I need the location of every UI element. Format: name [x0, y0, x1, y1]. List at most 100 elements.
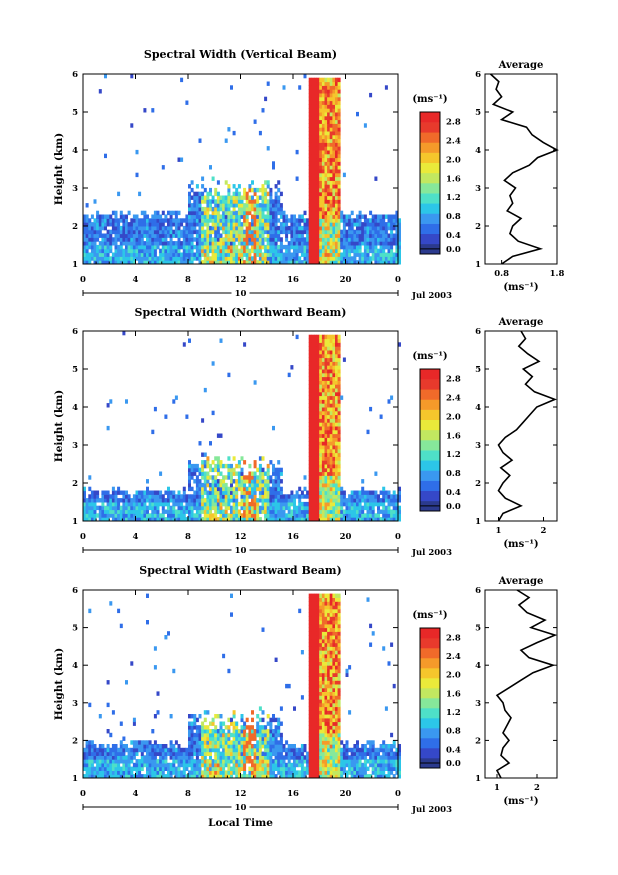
- heatmap-cell: [348, 237, 352, 242]
- profile-line: [497, 330, 557, 522]
- heatmap-cell: [290, 747, 294, 753]
- heatmap-cell: [219, 256, 223, 261]
- heatmap-cell: [287, 683, 291, 689]
- heatmap-cell: [264, 479, 268, 484]
- heatmap-cell: [261, 486, 265, 492]
- heatmap-cell: [222, 653, 226, 659]
- heatmap-cell: [245, 736, 249, 741]
- heatmap-cell: [216, 210, 220, 216]
- heatmap-cell: [201, 206, 205, 212]
- heatmap-cell: [219, 260, 223, 265]
- heatmap-cell: [308, 180, 312, 185]
- heatmap-cell: [324, 77, 328, 83]
- heatmap-cell: [274, 184, 278, 189]
- heatmap-cell: [308, 184, 312, 189]
- heatmap-cell: [361, 486, 365, 492]
- heatmap-cell: [190, 222, 194, 227]
- heatmap-cell: [266, 191, 270, 197]
- heatmap-cell: [387, 260, 391, 265]
- heatmap-cell: [261, 206, 265, 212]
- heatmap-cell: [308, 372, 312, 378]
- heatmap-cell: [311, 513, 315, 518]
- heatmap-cell: [188, 740, 191, 745]
- heatmap-cell: [290, 222, 294, 227]
- heatmap-cell: [256, 714, 260, 719]
- heatmap-cell: [269, 755, 273, 760]
- heatmap-cell: [398, 222, 401, 227]
- heatmap-cell: [230, 490, 233, 495]
- heatmap-cell: [188, 237, 191, 242]
- heatmap-cell: [164, 214, 168, 219]
- heatmap-cell: [190, 736, 194, 741]
- heatmap-cell: [251, 498, 254, 503]
- heatmap-cell: [258, 260, 262, 265]
- heatmap-cell: [314, 203, 317, 208]
- heatmap-cell: [258, 214, 262, 219]
- heatmap-cell: [308, 142, 312, 147]
- heatmap-cell: [327, 334, 331, 340]
- heatmap-cell: [101, 252, 105, 257]
- heatmap-cell: [348, 248, 352, 254]
- heatmap-cell: [308, 100, 312, 105]
- heatmap-cell: [282, 85, 286, 90]
- heatmap-cell: [256, 222, 260, 227]
- heatmap-cell: [314, 395, 317, 400]
- heatmap-cell: [230, 203, 233, 208]
- heatmap-cell: [188, 762, 191, 768]
- heatmap-cell: [88, 237, 92, 242]
- heatmap-cell: [230, 225, 233, 231]
- heatmap-cell: [314, 425, 317, 431]
- heatmap-cell: [311, 146, 315, 151]
- heatmap-cell: [224, 241, 228, 246]
- heatmap-cell: [201, 486, 205, 492]
- heatmap-cell: [324, 172, 328, 178]
- heatmap-cell: [287, 501, 291, 507]
- heatmap-cell: [119, 237, 123, 242]
- heatmap-cell: [314, 346, 317, 351]
- heatmap-cell: [206, 494, 210, 499]
- heatmap-cell: [203, 732, 207, 738]
- heatmap-cell: [222, 486, 226, 492]
- heatmap-cell: [232, 751, 236, 756]
- heatmap-cell: [248, 517, 252, 522]
- heatmap-cell: [172, 210, 176, 216]
- heatmap-cell: [377, 498, 380, 503]
- heatmap-cell: [248, 747, 252, 753]
- heatmap-cell: [251, 479, 254, 484]
- heatmap-cell: [195, 237, 199, 242]
- heatmap-cell: [327, 486, 331, 492]
- heatmap-cell: [156, 241, 160, 246]
- heatmap-cell: [230, 252, 233, 257]
- heatmap-cell: [159, 248, 163, 254]
- heatmap-cell: [321, 494, 325, 499]
- heatmap-cell: [224, 233, 228, 238]
- heatmap-cell: [311, 463, 315, 469]
- heatmap-cell: [319, 387, 323, 393]
- heatmap-cell: [125, 237, 128, 242]
- heatmap-cell: [161, 498, 165, 503]
- heatmap-cell: [111, 509, 115, 514]
- heatmap-cell: [214, 762, 218, 768]
- heatmap-cell: [214, 252, 218, 257]
- heatmap-cell: [395, 498, 399, 503]
- heatmap-cell: [245, 252, 249, 257]
- heatmap-cell: [232, 456, 236, 461]
- heatmap-cell: [243, 233, 247, 238]
- heatmap-cell: [201, 729, 205, 734]
- heatmap-cell: [329, 233, 333, 238]
- heatmap-cell: [251, 222, 254, 227]
- heatmap-cell: [282, 498, 286, 503]
- heatmap-cell: [161, 766, 165, 771]
- heatmap-cell: [303, 494, 307, 499]
- heatmap-cell: [342, 513, 346, 518]
- heatmap-cell: [206, 482, 210, 488]
- heatmap-cell: [321, 89, 325, 94]
- heatmap-cell: [290, 233, 294, 238]
- heatmap-cell: [188, 770, 191, 775]
- heatmap-cell: [216, 222, 220, 227]
- x-tick-label: 4: [133, 532, 139, 542]
- heatmap-cell: [182, 241, 186, 246]
- heatmap-cell: [248, 482, 252, 488]
- heatmap-cell: [132, 766, 136, 771]
- heatmap-cell: [332, 168, 336, 174]
